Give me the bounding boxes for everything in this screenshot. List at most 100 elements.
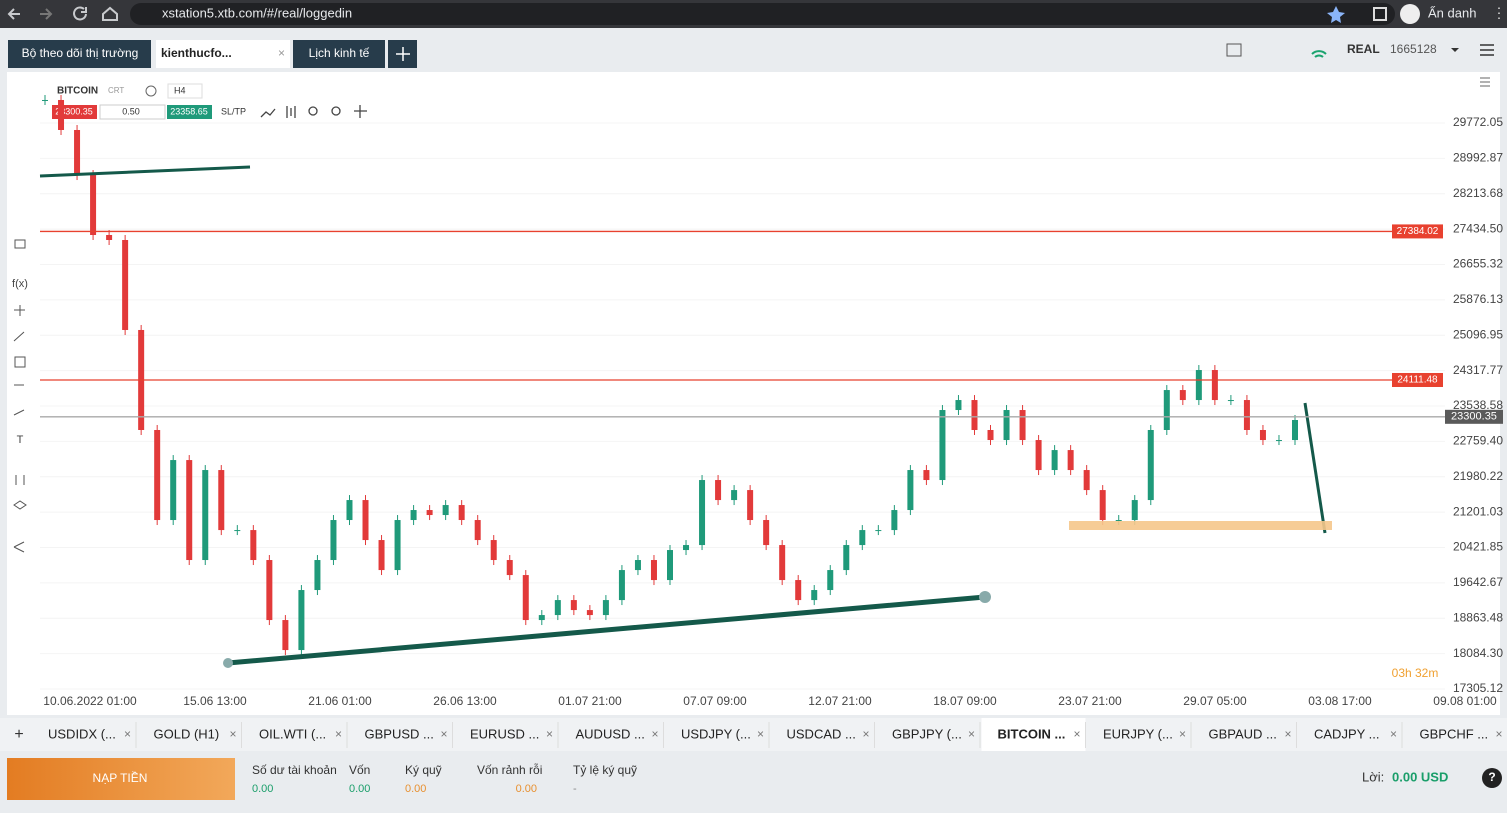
volume-box[interactable]	[99, 104, 166, 120]
y-tick-label: 21201.03	[1453, 504, 1503, 518]
tab[interactable]	[293, 40, 385, 68]
dropdown[interactable]	[1451, 48, 1459, 52]
interval-box[interactable]	[167, 83, 203, 99]
candle	[458, 505, 465, 521]
candle	[699, 480, 706, 546]
handle[interactable]	[223, 658, 233, 668]
candle	[618, 570, 625, 601]
help[interactable]	[1482, 768, 1502, 788]
y-tick-label: 24317.77	[1453, 363, 1503, 377]
candle	[266, 560, 273, 621]
bottom-tab[interactable]: GBPUSD ...	[365, 726, 434, 741]
candle	[779, 545, 786, 581]
tab-close[interactable]: ×	[230, 727, 237, 741]
sell-price: 23300.35	[55, 106, 93, 116]
candle	[1131, 500, 1138, 521]
tab-close[interactable]: ×	[1179, 727, 1186, 741]
bottom-tab[interactable]: GOLD (H1)	[154, 726, 220, 741]
tab-close[interactable]: ×	[546, 727, 553, 741]
main-menu[interactable]	[1480, 44, 1494, 56]
menu[interactable]: ⋮	[1492, 5, 1506, 21]
url: xstation5.xtb.com/#/real/loggedin	[162, 5, 352, 20]
left-tools[interactable]	[13, 239, 27, 553]
chart-menu[interactable]	[1480, 77, 1490, 87]
candle	[506, 560, 513, 576]
tab[interactable]	[8, 40, 151, 68]
bottom-tab[interactable]: CADJPY ...	[1314, 726, 1380, 741]
tab-close[interactable]: ×	[1496, 727, 1503, 741]
bottom-tab[interactable]: GBPCHF ...	[1420, 726, 1489, 741]
tab-close[interactable]: ×	[863, 727, 870, 741]
tab-close[interactable]: ×	[1074, 727, 1081, 741]
address-bar[interactable]	[130, 3, 1395, 25]
bottom-tab[interactable]: GBPJPY (...	[892, 726, 962, 741]
y-tick-label: 18084.30	[1453, 646, 1503, 660]
handle[interactable]	[979, 591, 991, 603]
chart-toolbar[interactable]	[260, 105, 367, 118]
tool-label[interactable]: f(x)	[12, 278, 28, 290]
kind: CRT	[108, 86, 124, 95]
candle	[683, 545, 690, 551]
tab-close[interactable]: ×	[652, 727, 659, 741]
tab-close[interactable]: ×	[757, 727, 764, 741]
y-tick-label: 25876.13	[1453, 292, 1503, 306]
candle	[1147, 429, 1154, 501]
profit-label: Lời:	[1362, 769, 1384, 784]
level-tag	[1445, 409, 1503, 424]
candle	[474, 520, 481, 541]
footer-label: Ký quỹ	[405, 763, 442, 777]
help-icon: ?	[1488, 770, 1495, 784]
bottom-tab[interactable]: GBPAUD ...	[1209, 726, 1277, 741]
add-tab[interactable]: +	[14, 726, 23, 743]
bottom-tab[interactable]: EURUSD ...	[470, 726, 539, 741]
bottom-tab[interactable]: EURJPY (...	[1103, 726, 1173, 741]
candle	[202, 470, 209, 561]
candle	[795, 580, 802, 601]
star[interactable]	[1327, 6, 1345, 23]
candle	[955, 400, 962, 411]
profit: 0.00 USD	[1392, 769, 1448, 784]
tab-close[interactable]: ×	[335, 727, 342, 741]
tab-close[interactable]: ×	[1285, 727, 1292, 741]
bottom-tab[interactable]: AUDUSD ...	[576, 726, 645, 741]
trendline[interactable]	[225, 594, 988, 666]
tab-close[interactable]: ×	[124, 727, 131, 741]
sltp[interactable]: SL/TP	[221, 106, 246, 116]
sidebar-icon[interactable]	[1373, 7, 1387, 21]
y-tick-label: 28992.87	[1453, 151, 1503, 165]
x-tick-label: 26.06 13:00	[433, 694, 497, 708]
bottom-tab[interactable]: BITCOIN ...	[998, 726, 1066, 741]
bottom-tab[interactable]: OIL.WTI (...	[259, 726, 326, 741]
bottom-tab[interactable]: USDIDX (...	[48, 726, 116, 741]
candle	[154, 429, 161, 521]
candle	[1035, 440, 1042, 471]
tab-close[interactable]: ×	[968, 727, 975, 741]
trendline[interactable]	[39, 165, 251, 178]
info-icon[interactable]	[145, 85, 157, 97]
close-tab[interactable]: ×	[278, 46, 285, 60]
tab-active[interactable]	[156, 40, 290, 68]
candle	[923, 470, 930, 481]
candle	[346, 500, 353, 521]
tab-close[interactable]: ×	[441, 727, 448, 741]
buy-button[interactable]	[167, 105, 212, 119]
bottom-tabs	[0, 718, 1507, 751]
arrow-line[interactable]	[1303, 402, 1327, 534]
deposit-button[interactable]	[7, 758, 235, 800]
plus	[396, 47, 410, 61]
candle	[122, 239, 129, 330]
x-tick-label: 29.07 05:00	[1183, 694, 1247, 708]
bottom-tab[interactable]: USDCAD ...	[787, 726, 856, 741]
candle	[1115, 520, 1122, 522]
icon[interactable]	[1226, 43, 1242, 57]
candle	[1019, 410, 1026, 441]
interval: H4	[174, 85, 186, 95]
bottom-tab[interactable]: USDJPY (...	[681, 726, 751, 741]
footer-label: Vốn rảnh rỗi	[477, 762, 542, 777]
tool-label[interactable]: T	[17, 434, 24, 446]
nav-icons	[7, 6, 118, 21]
tab-close[interactable]: ×	[1390, 727, 1397, 741]
candle	[378, 540, 385, 571]
zone[interactable]	[1069, 521, 1332, 530]
candle	[1195, 370, 1202, 401]
